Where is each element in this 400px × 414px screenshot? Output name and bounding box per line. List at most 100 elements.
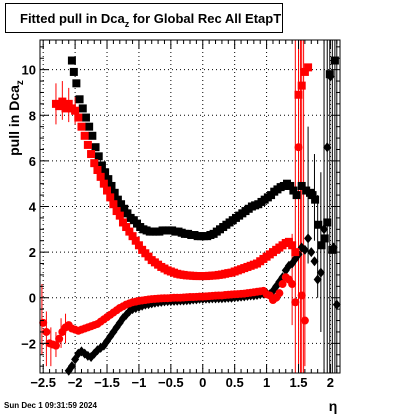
diamond-marker	[310, 256, 319, 267]
square-marker	[304, 63, 313, 72]
square-marker	[80, 131, 89, 140]
square-marker	[122, 223, 131, 232]
y-tick-label: 8	[29, 108, 36, 123]
y-axis-label-main: pull in Dca	[6, 85, 22, 156]
square-marker	[134, 241, 143, 250]
diamond-marker	[300, 244, 309, 255]
square-marker	[292, 191, 301, 200]
diamond-marker	[332, 299, 341, 310]
square-marker	[106, 193, 115, 202]
axis-ticks	[40, 40, 340, 373]
square-marker	[308, 191, 317, 200]
square-marker	[104, 175, 113, 184]
y-tick-label: 10	[22, 63, 36, 78]
square-marker	[58, 97, 67, 106]
square-marker	[81, 113, 90, 122]
square-marker	[64, 99, 73, 108]
square-marker	[67, 56, 76, 65]
x-tick-label: 1	[263, 375, 270, 390]
circle-marker	[51, 341, 60, 350]
square-marker	[78, 104, 87, 113]
square-marker	[117, 200, 126, 209]
square-marker	[97, 161, 106, 170]
data-markers	[39, 56, 341, 376]
circle-marker	[278, 280, 287, 289]
diamond-marker	[326, 71, 335, 82]
diamond-marker	[323, 142, 332, 153]
square-marker	[123, 209, 132, 218]
diamond-marker	[304, 233, 313, 244]
y-tick-label: −2	[21, 336, 36, 351]
circle-marker	[288, 280, 297, 289]
title-prefix: Fitted pull in Dca	[20, 11, 125, 26]
x-tick-label: −2.5	[30, 375, 56, 390]
square-marker	[69, 67, 78, 76]
x-tick-label: 2	[327, 375, 334, 390]
square-marker	[87, 150, 96, 159]
square-marker	[125, 227, 134, 236]
square-marker	[128, 232, 137, 241]
diamond-marker	[291, 253, 300, 264]
title-box: Fitted pull in Dcaz for Global Rec All E…	[5, 3, 283, 33]
y-axis-label: pull in Dcaz	[6, 80, 26, 156]
x-tick-label: 1.5	[289, 375, 307, 390]
y-axis-label-sub: z	[15, 80, 26, 85]
square-marker	[61, 104, 70, 113]
square-marker	[96, 172, 105, 181]
square-marker	[94, 152, 103, 161]
square-marker	[83, 140, 92, 149]
y-tick-label: 6	[29, 154, 36, 169]
square-marker	[323, 218, 332, 227]
square-marker	[297, 181, 306, 190]
x-tick-label: −2	[68, 375, 83, 390]
square-marker	[74, 113, 83, 122]
circle-marker	[55, 334, 64, 343]
square-marker	[88, 131, 97, 140]
square-marker	[110, 188, 119, 197]
circle-marker	[297, 291, 306, 300]
square-marker	[101, 168, 110, 177]
square-marker	[330, 56, 339, 65]
square-marker	[289, 186, 298, 195]
square-marker	[72, 79, 81, 88]
square-marker	[90, 159, 99, 168]
square-marker	[131, 236, 140, 245]
diamond-marker	[320, 224, 329, 235]
x-tick-label: 0	[199, 375, 206, 390]
circle-marker	[291, 298, 300, 307]
square-marker	[107, 181, 116, 190]
square-marker	[109, 200, 118, 209]
square-marker	[120, 204, 129, 213]
circle-marker	[275, 289, 284, 298]
square-marker	[294, 90, 303, 99]
circle-marker	[294, 143, 303, 152]
svg-text:pull in Dcaz: pull in Dcaz	[6, 80, 26, 156]
square-marker	[320, 234, 329, 243]
x-axis-label: η	[329, 398, 338, 414]
y-tick-label: 2	[29, 245, 36, 260]
x-tick-label: 0.5	[226, 375, 244, 390]
square-marker	[93, 166, 102, 175]
timestamp: Sun Dec 1 09:31:59 2024	[4, 401, 97, 410]
x-tick-label: −1.5	[94, 375, 120, 390]
square-marker	[317, 241, 326, 250]
square-marker	[288, 241, 297, 250]
diamond-marker	[313, 274, 322, 285]
circle-marker	[42, 327, 51, 336]
x-tick-label: −0.5	[158, 375, 184, 390]
square-marker	[314, 220, 323, 229]
square-marker	[118, 218, 127, 227]
square-marker	[291, 248, 300, 257]
square-marker	[91, 143, 100, 152]
square-marker	[99, 179, 108, 188]
circle-marker	[300, 316, 309, 325]
diamond-marker	[307, 247, 316, 258]
tick-labels: −2.5 −2 −1.5 −1 −0.5 0 0.5 1 1.5 2 −2 0 2 4 6 8 10	[21, 63, 334, 390]
title-suffix: for Global Rec All EtapT	[129, 11, 282, 26]
square-marker	[55, 102, 64, 111]
square-marker	[112, 207, 121, 216]
diamond-marker	[67, 361, 76, 372]
square-marker	[103, 186, 112, 195]
square-marker	[300, 67, 309, 76]
